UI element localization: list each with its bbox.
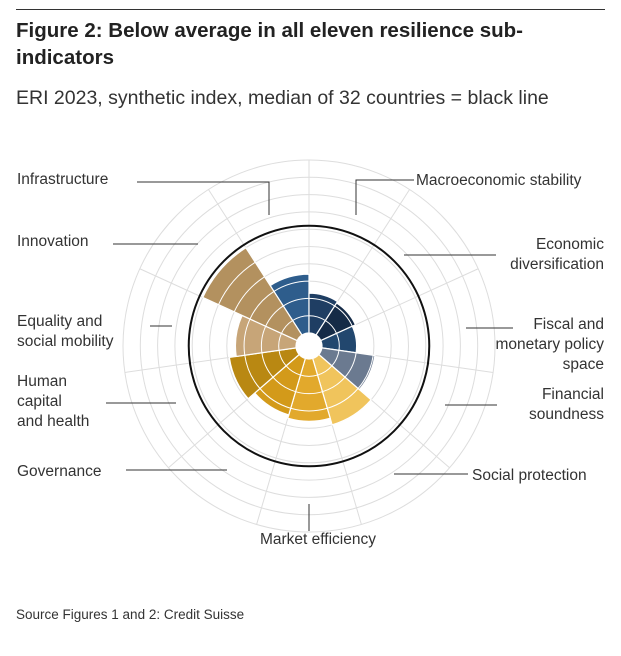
bar-ring-separator bbox=[327, 388, 359, 409]
grid-layer bbox=[122, 159, 496, 533]
polar-bar-chart: Macroeconomic stability Economic diversifi… bbox=[17, 159, 604, 548]
leader-line bbox=[137, 181, 270, 215]
category-label: Innovation bbox=[17, 233, 89, 250]
bar-ring-separator bbox=[344, 352, 357, 378]
median-line bbox=[187, 224, 431, 468]
bar-ring-separator bbox=[259, 388, 291, 409]
category-label: Infrastructure bbox=[17, 171, 108, 188]
bar-ring-separator bbox=[334, 305, 353, 327]
median-layer bbox=[187, 224, 431, 468]
bar-9 bbox=[228, 347, 301, 400]
category-label: Financial soundness bbox=[529, 386, 604, 423]
bar-ring-separator bbox=[249, 290, 275, 320]
category-label: Macroeconomic stability bbox=[416, 172, 582, 189]
category-label: Human capital and health bbox=[17, 373, 89, 430]
category-label: Economic diversification bbox=[510, 236, 604, 273]
bar-ring-separator bbox=[357, 355, 374, 389]
category-label: Market efficiency bbox=[260, 531, 376, 548]
bar-ring-separator bbox=[243, 318, 251, 356]
category-label: Equality and social mobility bbox=[17, 313, 114, 350]
chart-subtitle: ERI 2023, synthetic index, median of 32 … bbox=[16, 87, 549, 109]
bar-1 bbox=[269, 273, 310, 336]
source-note: Source Figures 1 and 2: Credit Suisse bbox=[16, 607, 245, 622]
leader-layer bbox=[106, 179, 513, 531]
bar-ring-separator bbox=[265, 305, 284, 327]
bar-ring-separator bbox=[218, 261, 256, 305]
chart-title: Figure 2: Below average in all eleven re… bbox=[16, 19, 524, 69]
category-label: Social protection bbox=[472, 467, 587, 484]
bar-ring-separator bbox=[295, 391, 323, 395]
bars-layer bbox=[201, 246, 376, 426]
bar-ring-separator bbox=[273, 280, 310, 292]
bar-ring-separator bbox=[260, 326, 267, 353]
bar-ring-separator bbox=[261, 352, 274, 378]
top-rule bbox=[16, 9, 605, 10]
bar-ring-separator bbox=[233, 276, 265, 313]
bar-ring-separator bbox=[322, 376, 346, 393]
bar-ring-separator bbox=[282, 297, 310, 307]
leader-line bbox=[355, 179, 414, 215]
category-label: Fiscal and monetary policy space bbox=[495, 316, 604, 373]
bar-ring-separator bbox=[308, 297, 336, 307]
bar-7 bbox=[287, 357, 331, 422]
bar-ring-separator bbox=[280, 320, 293, 334]
bar-ring-separator bbox=[244, 355, 261, 389]
bar-ring-separator bbox=[290, 407, 328, 412]
bar-11 bbox=[201, 246, 303, 342]
category-label: Governance bbox=[17, 463, 101, 480]
bar-ring-separator bbox=[272, 376, 296, 393]
label-layer: Macroeconomic stability Economic diversifi… bbox=[17, 171, 604, 548]
